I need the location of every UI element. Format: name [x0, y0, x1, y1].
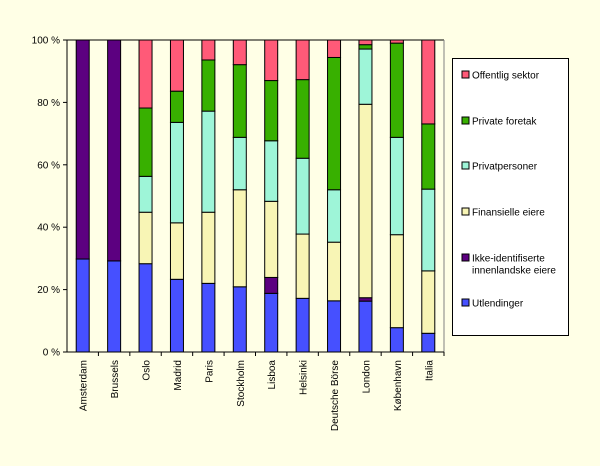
bar-segment-finansielle-eiere-paris — [201, 211, 216, 284]
bar-segment-privatpersoner-lisboa — [264, 140, 279, 202]
legend-label: Privatpersoner — [472, 162, 538, 173]
bar-segment-finansielle-eiere-italia — [421, 270, 436, 334]
x-tick-label: Amsterdam — [79, 360, 90, 411]
bar-segment-offentlig-sektor-k-benhavn — [389, 39, 404, 44]
bar-segment-privatpersoner-paris — [201, 110, 216, 213]
bar-segment-utlendinger-london — [358, 300, 373, 353]
y-tick-label: 100 % — [32, 36, 60, 47]
legend-label: Utlendinger — [472, 299, 524, 310]
x-tick-label: København — [393, 360, 404, 411]
bar-segment-offentlig-sektor-paris — [201, 39, 216, 61]
bar-segment-offentlig-sektor-oslo — [138, 39, 153, 109]
bar-segment-utlendinger-stockholm — [232, 286, 247, 353]
bar-segment-offentlig-sektor-helsinki — [295, 39, 310, 81]
legend-swatch — [461, 253, 470, 262]
bar-segment-utlendinger-brussels — [107, 260, 122, 353]
legend-swatch — [461, 161, 470, 170]
bar-segment-finansielle-eiere-deutsche-b-rse — [327, 241, 342, 302]
bar-segment-utlendinger-paris — [201, 282, 216, 353]
bar-segment-offentlig-sektor-italia — [421, 39, 436, 125]
bar-segment-private-foretak-helsinki — [295, 79, 310, 159]
bar-segment-utlendinger-lisboa — [264, 292, 279, 353]
bar-segment-offentlig-sektor-london — [358, 39, 373, 46]
x-axis: Amsterdam Brussels Oslo Madrid Paris Stockhol… — [67, 351, 445, 432]
bar-segment-privatpersoner-madrid — [169, 121, 184, 224]
x-tick-label: Stockholm — [236, 360, 247, 407]
bar-segment-utlendinger-deutsche-b-rse — [327, 300, 342, 353]
bar-segment-private-foretak-stockholm — [232, 64, 247, 138]
y-tick-label: 40 % — [37, 223, 60, 234]
legend-label: Ikke-identifiserte innenlandske eiere — [472, 254, 556, 277]
bar-segment-finansielle-eiere-stockholm — [232, 189, 247, 288]
bar-segment-private-foretak-london — [358, 44, 373, 50]
bar-segment-private-foretak-deutsche-b-rse — [327, 56, 342, 191]
bar-segment-privatpersoner-oslo — [138, 175, 153, 213]
bar-segment-utlendinger-madrid — [169, 278, 184, 353]
bar-segment-ikke-identifiserte-innenlandske-eiere-amsterdam — [75, 39, 90, 260]
bar-segment-offentlig-sektor-madrid — [169, 39, 184, 92]
legend-swatch — [461, 207, 470, 216]
bar-segment-ikke-identifiserte-innenlandske-eiere-lisboa — [264, 276, 279, 294]
plot-area — [67, 39, 445, 353]
bar-segment-private-foretak-lisboa — [264, 80, 279, 142]
x-tick-label: Helsinki — [299, 360, 310, 395]
x-tick-label: Paris — [204, 360, 215, 383]
bar-segment-private-foretak-k-benhavn — [389, 42, 404, 138]
bar-segment-utlendinger-k-benhavn — [389, 327, 404, 353]
bar-segment-ikke-identifiserte-innenlandske-eiere-brussels — [107, 39, 122, 262]
x-tick-label: Madrid — [173, 360, 184, 391]
y-tick-label: 80 % — [37, 98, 60, 109]
y-axis: 0 % 20 % 40 % 60 % 80 % 100 % — [32, 36, 68, 359]
bar-segment-privatpersoner-italia — [421, 188, 436, 272]
bar-segment-finansielle-eiere-k-benhavn — [389, 234, 404, 329]
legend: Offentlig sektor Private foretak Privatper… — [452, 58, 569, 336]
y-tick-label: 20 % — [37, 285, 60, 296]
bar-segment-ikke-identifiserte-innenlandske-eiere-london — [358, 297, 373, 302]
bar-segment-offentlig-sektor-deutsche-b-rse — [327, 39, 342, 58]
bar-segment-utlendinger-amsterdam — [75, 258, 90, 353]
x-tick-label: Italia — [424, 360, 435, 382]
legend-label: Finansielle eiere — [472, 208, 545, 219]
x-tick-label: Lisboa — [267, 360, 278, 390]
bar-segment-finansielle-eiere-london — [358, 103, 373, 299]
legend-swatch — [461, 116, 470, 125]
bar-segment-finansielle-eiere-madrid — [169, 222, 184, 280]
x-tick-label: Brussels — [110, 360, 121, 398]
bar-segment-offentlig-sektor-stockholm — [232, 39, 247, 66]
bar-segment-privatpersoner-deutsche-b-rse — [327, 189, 342, 243]
bar-segment-offentlig-sektor-lisboa — [264, 39, 279, 82]
x-tick-label: Oslo — [142, 360, 153, 381]
bar-segment-privatpersoner-stockholm — [232, 136, 247, 191]
bar-segment-privatpersoner-london — [358, 48, 373, 105]
y-tick-label: 60 % — [37, 160, 60, 171]
bar-segment-finansielle-eiere-oslo — [138, 211, 153, 265]
bar-segment-utlendinger-oslo — [138, 263, 153, 353]
bar-segment-private-foretak-italia — [421, 123, 436, 190]
bar-segment-privatpersoner-helsinki — [295, 157, 310, 235]
bar-segment-private-foretak-madrid — [169, 90, 184, 123]
x-tick-label: London — [361, 360, 372, 393]
legend-swatch — [461, 298, 470, 307]
bar-segment-utlendinger-italia — [421, 332, 436, 353]
y-tick-label: 0 % — [43, 348, 60, 359]
legend-swatch — [461, 70, 470, 79]
bar-segment-finansielle-eiere-lisboa — [264, 200, 279, 278]
legend-box — [452, 58, 569, 336]
bar-segment-private-foretak-paris — [201, 59, 216, 112]
bar-segment-privatpersoner-k-benhavn — [389, 136, 404, 236]
legend-label: Offentlig sektor — [472, 71, 540, 82]
bar-segment-finansielle-eiere-helsinki — [295, 233, 310, 299]
legend-label: Private foretak — [472, 117, 537, 128]
bar-segment-utlendinger-helsinki — [295, 297, 310, 353]
x-tick-label: Deutsche Börse — [330, 360, 341, 432]
bar-segment-private-foretak-oslo — [138, 107, 153, 177]
